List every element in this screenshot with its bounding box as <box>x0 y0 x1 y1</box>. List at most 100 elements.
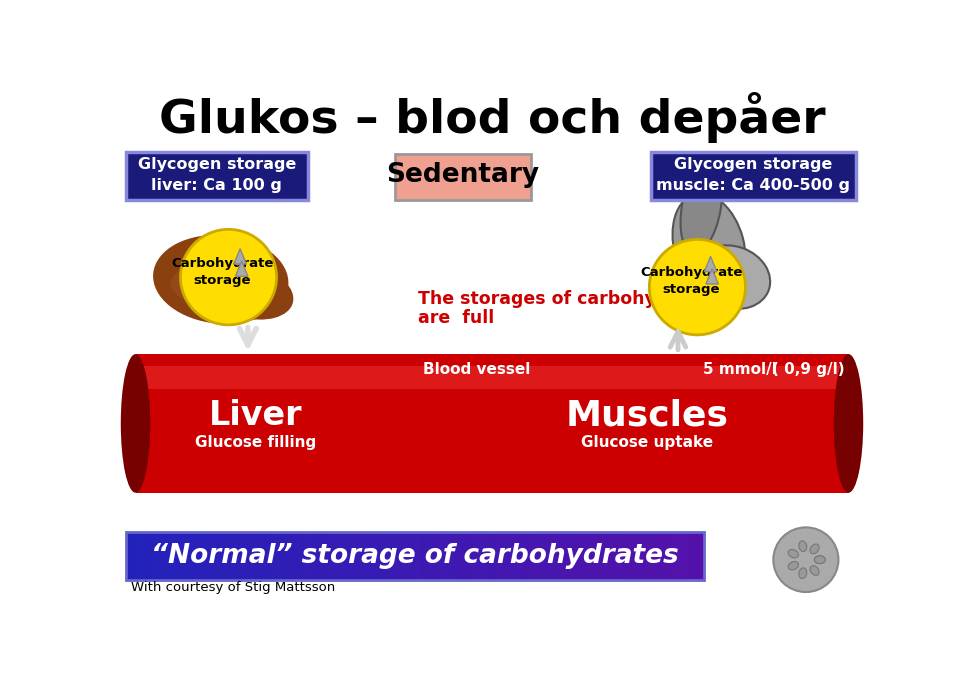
Bar <box>506 532 512 579</box>
Bar <box>420 532 425 579</box>
Ellipse shape <box>799 568 806 579</box>
Text: are  full: are full <box>419 309 494 327</box>
Bar <box>135 365 849 389</box>
Bar <box>550 532 555 579</box>
Bar <box>530 532 536 579</box>
Bar <box>598 532 603 579</box>
Bar <box>501 532 507 579</box>
Bar <box>665 532 671 579</box>
Bar <box>237 532 243 579</box>
Bar <box>348 532 353 579</box>
FancyBboxPatch shape <box>396 154 531 200</box>
Bar <box>376 532 382 579</box>
Bar <box>151 532 156 579</box>
Bar <box>472 532 478 579</box>
Bar <box>256 532 262 579</box>
Bar <box>266 532 272 579</box>
Bar <box>396 532 401 579</box>
Text: Sedentary: Sedentary <box>386 162 540 188</box>
Bar <box>280 532 286 579</box>
Bar <box>405 532 411 579</box>
Ellipse shape <box>810 544 819 554</box>
Ellipse shape <box>673 193 746 299</box>
Bar <box>636 532 642 579</box>
Bar <box>453 532 459 579</box>
Bar <box>617 532 622 579</box>
Bar <box>131 532 136 579</box>
Bar <box>612 532 617 579</box>
Circle shape <box>774 528 838 592</box>
Ellipse shape <box>814 556 826 563</box>
Bar <box>304 532 310 579</box>
Bar <box>516 532 521 579</box>
Bar <box>343 532 348 579</box>
Bar <box>646 532 652 579</box>
Bar <box>333 532 339 579</box>
Text: Muscles: Muscles <box>565 398 729 433</box>
Polygon shape <box>705 256 717 272</box>
Bar <box>684 532 690 579</box>
Text: 5 mmol/l: 5 mmol/l <box>703 362 777 377</box>
Text: The storages of carbohydrates: The storages of carbohydrates <box>419 291 719 308</box>
Bar <box>492 532 497 579</box>
Bar <box>627 532 633 579</box>
Bar <box>448 532 454 579</box>
Bar <box>175 532 180 579</box>
Ellipse shape <box>681 162 722 254</box>
Text: Glycogen storage
liver: Ca 100 g: Glycogen storage liver: Ca 100 g <box>137 157 296 193</box>
Bar <box>223 532 228 579</box>
Bar <box>496 532 502 579</box>
Bar <box>482 532 488 579</box>
Ellipse shape <box>121 354 150 493</box>
Bar <box>415 532 420 579</box>
Polygon shape <box>234 248 247 264</box>
Bar <box>463 532 468 579</box>
Bar <box>232 532 238 579</box>
Bar <box>424 532 430 579</box>
Bar <box>352 532 358 579</box>
Bar <box>535 532 540 579</box>
Ellipse shape <box>810 566 819 575</box>
Bar <box>574 532 579 579</box>
Bar <box>564 532 569 579</box>
Bar <box>208 532 213 579</box>
Bar <box>314 532 320 579</box>
Bar <box>261 532 267 579</box>
Bar <box>588 532 593 579</box>
Bar <box>126 532 132 579</box>
Bar <box>290 532 296 579</box>
Circle shape <box>649 240 745 335</box>
Bar <box>593 532 598 579</box>
Ellipse shape <box>203 262 294 320</box>
Bar <box>632 532 637 579</box>
Bar <box>386 532 392 579</box>
Text: ( 0,9 g/l): ( 0,9 g/l) <box>772 362 845 377</box>
Bar <box>276 532 281 579</box>
Bar <box>544 532 550 579</box>
Bar <box>324 532 329 579</box>
Text: Glycogen storage
muscle: Ca 400-500 g: Glycogen storage muscle: Ca 400-500 g <box>657 157 851 193</box>
Bar <box>400 532 406 579</box>
Bar <box>146 532 151 579</box>
Bar <box>675 532 681 579</box>
Bar <box>184 532 189 579</box>
Ellipse shape <box>834 354 863 493</box>
Bar <box>242 532 248 579</box>
Bar <box>218 532 224 579</box>
Bar <box>439 532 444 579</box>
Bar <box>560 532 564 579</box>
Bar <box>204 532 208 579</box>
Bar <box>641 532 647 579</box>
Bar <box>525 532 531 579</box>
Bar <box>520 532 526 579</box>
Bar <box>252 532 257 579</box>
Bar <box>357 532 363 579</box>
Bar <box>569 532 574 579</box>
Bar <box>285 532 291 579</box>
Bar <box>584 532 588 579</box>
Bar <box>213 532 218 579</box>
Bar <box>295 532 300 579</box>
Bar <box>228 532 233 579</box>
Ellipse shape <box>788 549 799 558</box>
FancyBboxPatch shape <box>651 152 856 200</box>
